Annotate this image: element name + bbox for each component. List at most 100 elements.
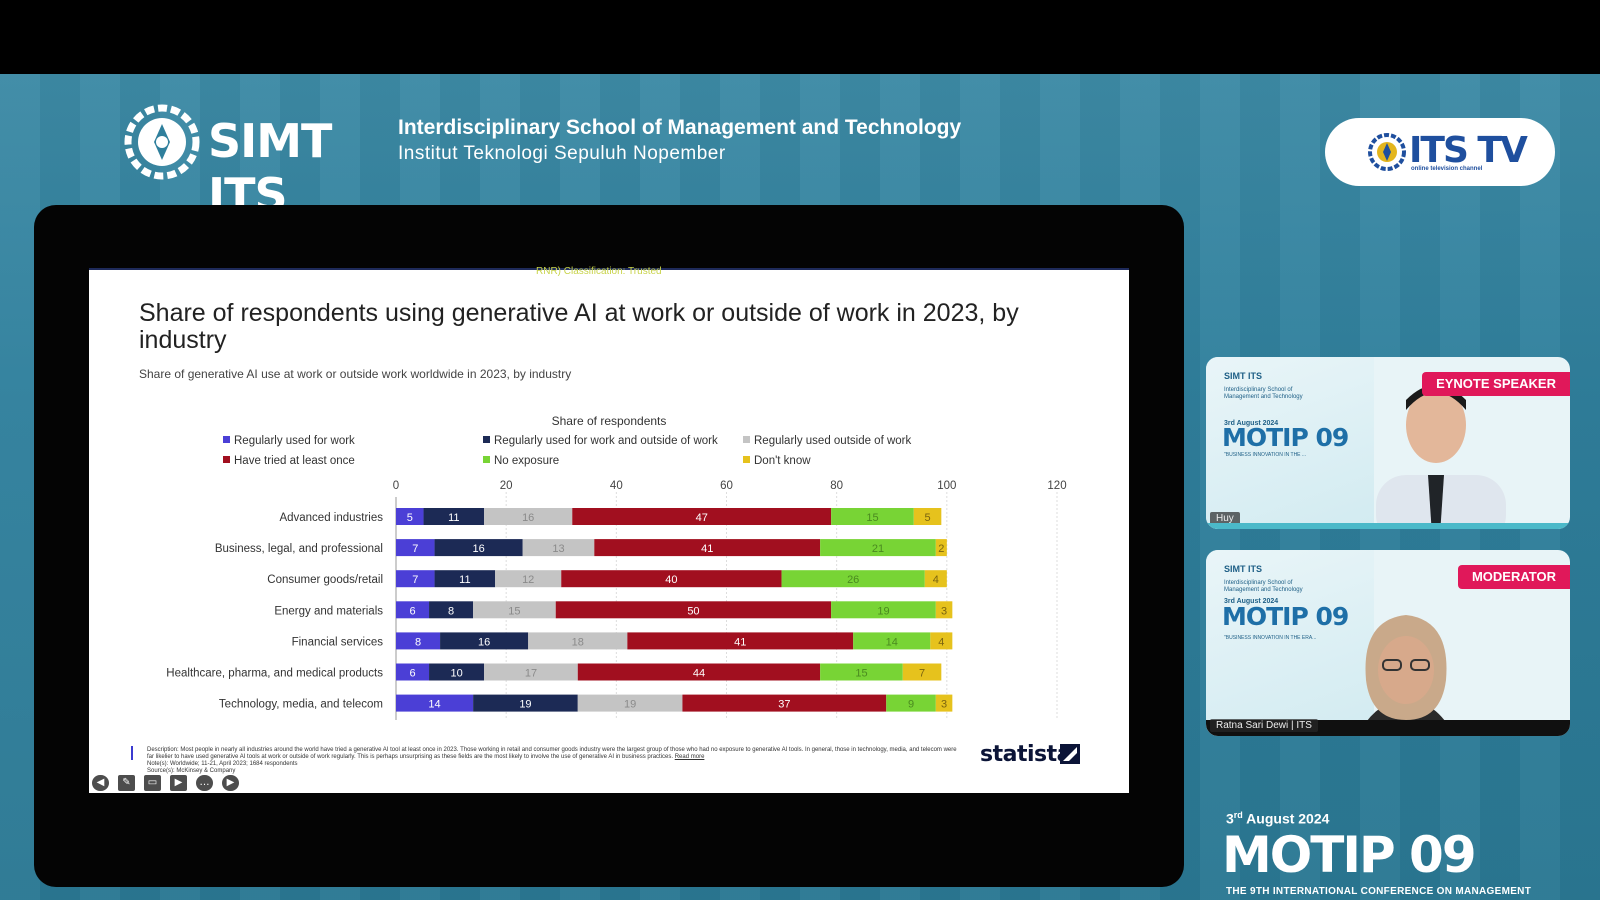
pen-icon[interactable]: ✎ (118, 775, 135, 791)
mini-school: Interdisciplinary School of Management a… (1224, 387, 1303, 400)
bar-segment (924, 570, 947, 588)
event-day: 3 (1226, 810, 1234, 827)
bar-value-label: 19 (624, 699, 636, 711)
x-tick-label: 0 (393, 480, 399, 492)
bar-value-label: 7 (919, 668, 925, 680)
x-tick-label: 120 (1047, 480, 1066, 492)
bar-value-label: 15 (855, 668, 867, 680)
bar-value-label: 14 (428, 699, 440, 711)
category-label: Business, legal, and professional (215, 543, 383, 555)
read-more-link[interactable]: Read more (674, 754, 705, 760)
bar-segment (577, 694, 683, 712)
statista-mark-icon (1060, 744, 1080, 764)
category-label: Advanced industries (279, 512, 383, 524)
bar-segment (831, 508, 914, 525)
legend-label: Regularly used for work and outside of w… (494, 435, 718, 447)
bar-value-label: 8 (448, 605, 454, 617)
bar-segment (396, 539, 435, 557)
bar-value-label: 15 (866, 512, 878, 524)
bar-value-label: 14 (886, 636, 898, 648)
description-marker (131, 746, 133, 760)
bar-value-label: 8 (415, 636, 421, 648)
description-text: Description: Most people in nearly all i… (147, 747, 957, 760)
bar-segment (396, 508, 424, 525)
more-icon[interactable]: … (196, 775, 213, 791)
bar-value-label: 13 (552, 543, 564, 555)
legend-label: Don't know (754, 455, 811, 467)
speaker-tile-moderator[interactable]: SIMT ITS Interdisciplinary School of Man… (1206, 550, 1570, 736)
bar-value-label: 7 (412, 543, 418, 555)
bar-value-label: 19 (877, 605, 889, 617)
bar-segment (522, 539, 595, 557)
prev-icon[interactable]: ◀ (92, 775, 109, 791)
captions-icon[interactable]: ▭ (144, 775, 161, 791)
category-label: Consumer goods/retail (267, 574, 383, 586)
mini-logo: SIMT ITS (1224, 564, 1262, 574)
axis-title: Share of respondents (552, 414, 667, 428)
bar-segment (495, 570, 562, 588)
bar-segment (820, 663, 903, 681)
bar-value-label: 3 (941, 605, 947, 617)
bar-segment (396, 601, 430, 619)
school-title: Interdisciplinary School of Management a… (398, 116, 962, 139)
mini-event: MOTIP 09 (1222, 423, 1349, 452)
itstv-badge: ITS TV online television channel (1325, 118, 1555, 186)
legend-swatch (743, 456, 750, 463)
notes: Note(s): Worldwide; 11-21, April 2023; 1… (147, 761, 298, 767)
legend-label: No exposure (494, 455, 559, 467)
bar-segment (930, 632, 953, 650)
bar-segment (528, 632, 628, 650)
bar-value-label: 44 (693, 668, 705, 680)
source: Source(s): McKinsey & Company (147, 768, 236, 774)
classification-label: RNR) Classification: Trusted (536, 266, 662, 277)
slide-controls: ◀ ✎ ▭ ▶ … ▶ (92, 775, 239, 793)
itstv-text: ITS TV (1409, 130, 1528, 171)
bar-segment (935, 539, 947, 557)
event-name: MOTIP 09 (1222, 826, 1477, 884)
bar-segment (572, 508, 832, 525)
bar-segment (555, 601, 832, 619)
bar-value-label: 3 (941, 699, 947, 711)
bar-segment (902, 663, 942, 681)
speaker-tile-keynote[interactable]: SIMT ITS Interdisciplinary School of Man… (1206, 357, 1570, 529)
bar-segment (484, 663, 578, 681)
bar-value-label: 9 (908, 699, 914, 711)
bar-value-label: 4 (933, 574, 939, 586)
legend-swatch (223, 456, 230, 463)
next-icon[interactable]: ▶ (222, 775, 239, 791)
bar-value-label: 5 (407, 512, 413, 524)
bar-segment (627, 632, 854, 650)
mini-event: MOTIP 09 (1222, 602, 1349, 631)
bar-segment (396, 570, 435, 588)
video-icon[interactable]: ▶ (170, 775, 187, 791)
slide-subtitle: Share of generative AI use at work or ou… (139, 367, 572, 381)
legend-label: Have tried at least once (234, 455, 355, 467)
bar-value-label: 12 (522, 574, 534, 586)
speaker-panel: SIMT ITS Interdisciplinary School of Man… (1206, 550, 1374, 736)
slide-title: Share of respondents using generative AI… (139, 299, 1019, 354)
bar-value-label: 4 (938, 636, 944, 648)
mini-theme: "BUSINESS INNOVATION IN THE ERA... (1224, 635, 1317, 641)
bar-segment (423, 508, 485, 525)
moderator-video-icon (1357, 615, 1455, 736)
bar-value-label: 21 (872, 543, 884, 555)
bar-value-label: 47 (696, 512, 708, 524)
bar-value-label: 5 (924, 512, 930, 524)
legend-swatch (483, 456, 490, 463)
bar-segment (682, 694, 887, 712)
event-date: 3rd August 2024 (1226, 810, 1329, 827)
bar-value-label: 15 (508, 605, 520, 617)
bar-value-label: 10 (450, 668, 462, 680)
mini-school: Interdisciplinary School of Management a… (1224, 580, 1303, 593)
bar-segment (429, 663, 485, 681)
legend-swatch (483, 436, 490, 443)
x-tick-label: 20 (500, 480, 513, 492)
bar-segment (913, 508, 942, 525)
legend-label: Regularly used outside of work (754, 435, 911, 447)
bar-segment (473, 601, 556, 619)
bar-value-label: 18 (572, 636, 584, 648)
bar-segment (396, 694, 474, 712)
school-subtitle: Institut Teknologi Sepuluh Nopember (398, 143, 726, 164)
top-black-bar (0, 0, 1600, 74)
mini-date: 3rd August 2024 (1224, 598, 1279, 605)
